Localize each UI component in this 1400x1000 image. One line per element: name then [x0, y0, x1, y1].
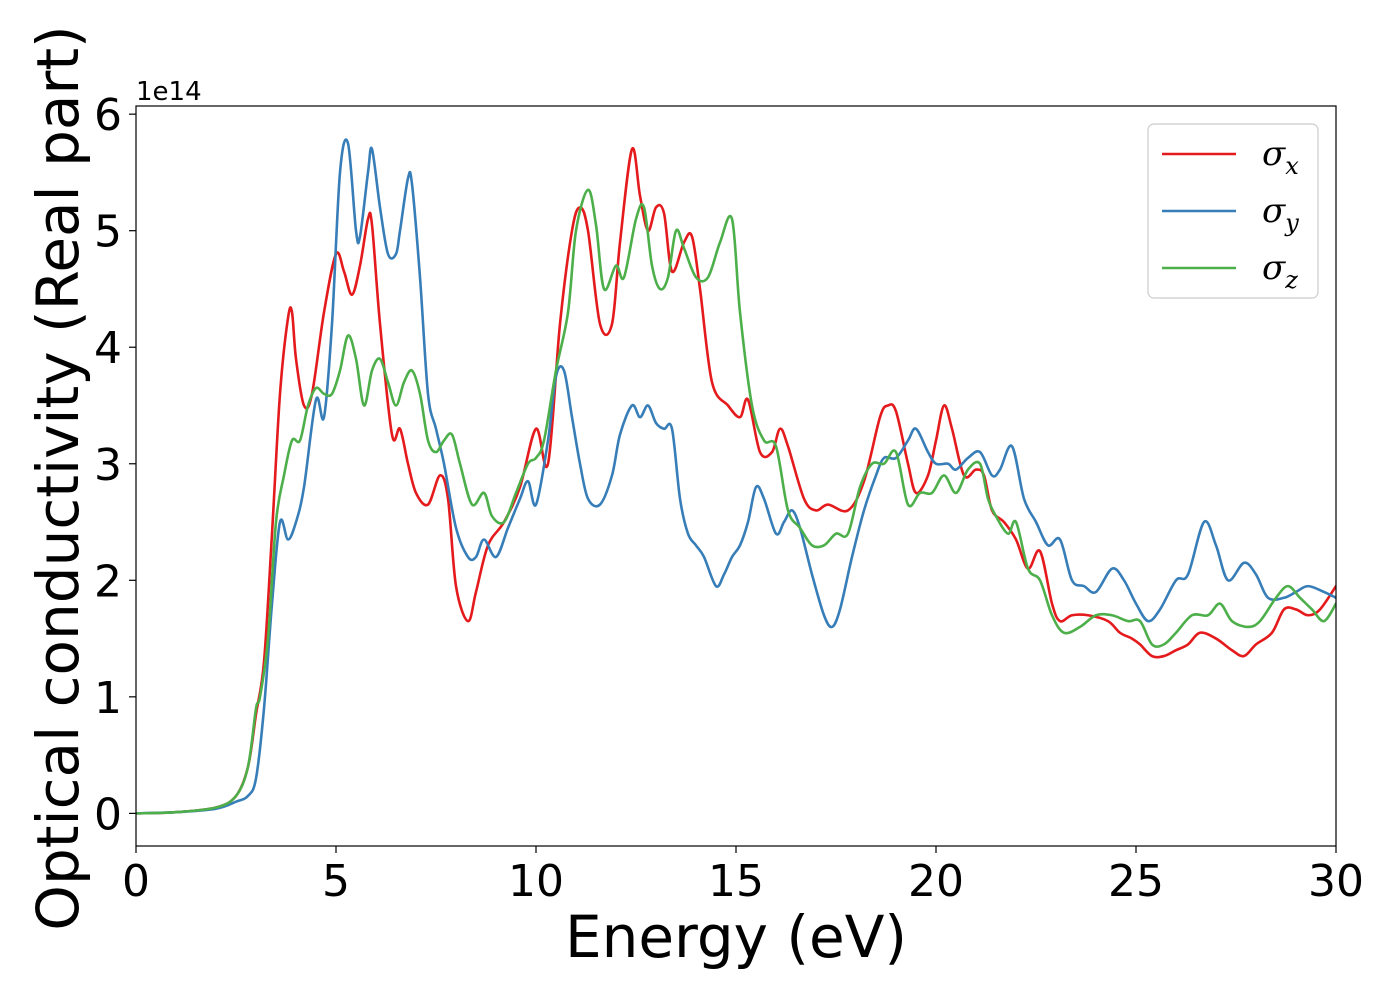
axes-layer: 0 5 10 15 20 25 30 0 1 2 3 4 5 6 [94, 90, 1364, 907]
y-offset-label: 1e14 [136, 77, 202, 107]
legend-label-z: σz [1262, 248, 1298, 294]
legend-label-y: σy [1262, 191, 1299, 237]
series-line-x [136, 147, 1336, 815]
x-tick-label: 15 [708, 856, 764, 907]
series-line-y [136, 138, 1336, 815]
y-axis-title: Optical conductivity (Real part) [24, 25, 92, 930]
x-tick-label: 20 [908, 856, 964, 907]
y-tick-label: 3 [94, 440, 122, 491]
x-tick-label: 30 [1308, 856, 1364, 907]
legend: σx σy σz [1147, 123, 1319, 299]
x-axis-title: Energy (eV) [565, 903, 907, 971]
x-tick-label: 0 [122, 856, 150, 907]
y-tick-label: 1 [94, 673, 122, 724]
x-tick-label: 10 [508, 856, 564, 907]
y-tick-label: 0 [94, 789, 122, 840]
y-tick-label: 2 [94, 556, 122, 607]
y-tick-label: 5 [94, 207, 122, 258]
series-line-z [136, 188, 1336, 815]
y-tick-label: 6 [94, 90, 122, 141]
x-tick-label: 5 [322, 856, 350, 907]
legend-label-x: σx [1262, 134, 1299, 180]
x-tick-label: 25 [1108, 856, 1164, 907]
series-layer [136, 138, 1336, 815]
y-tick-label: 4 [94, 323, 122, 374]
